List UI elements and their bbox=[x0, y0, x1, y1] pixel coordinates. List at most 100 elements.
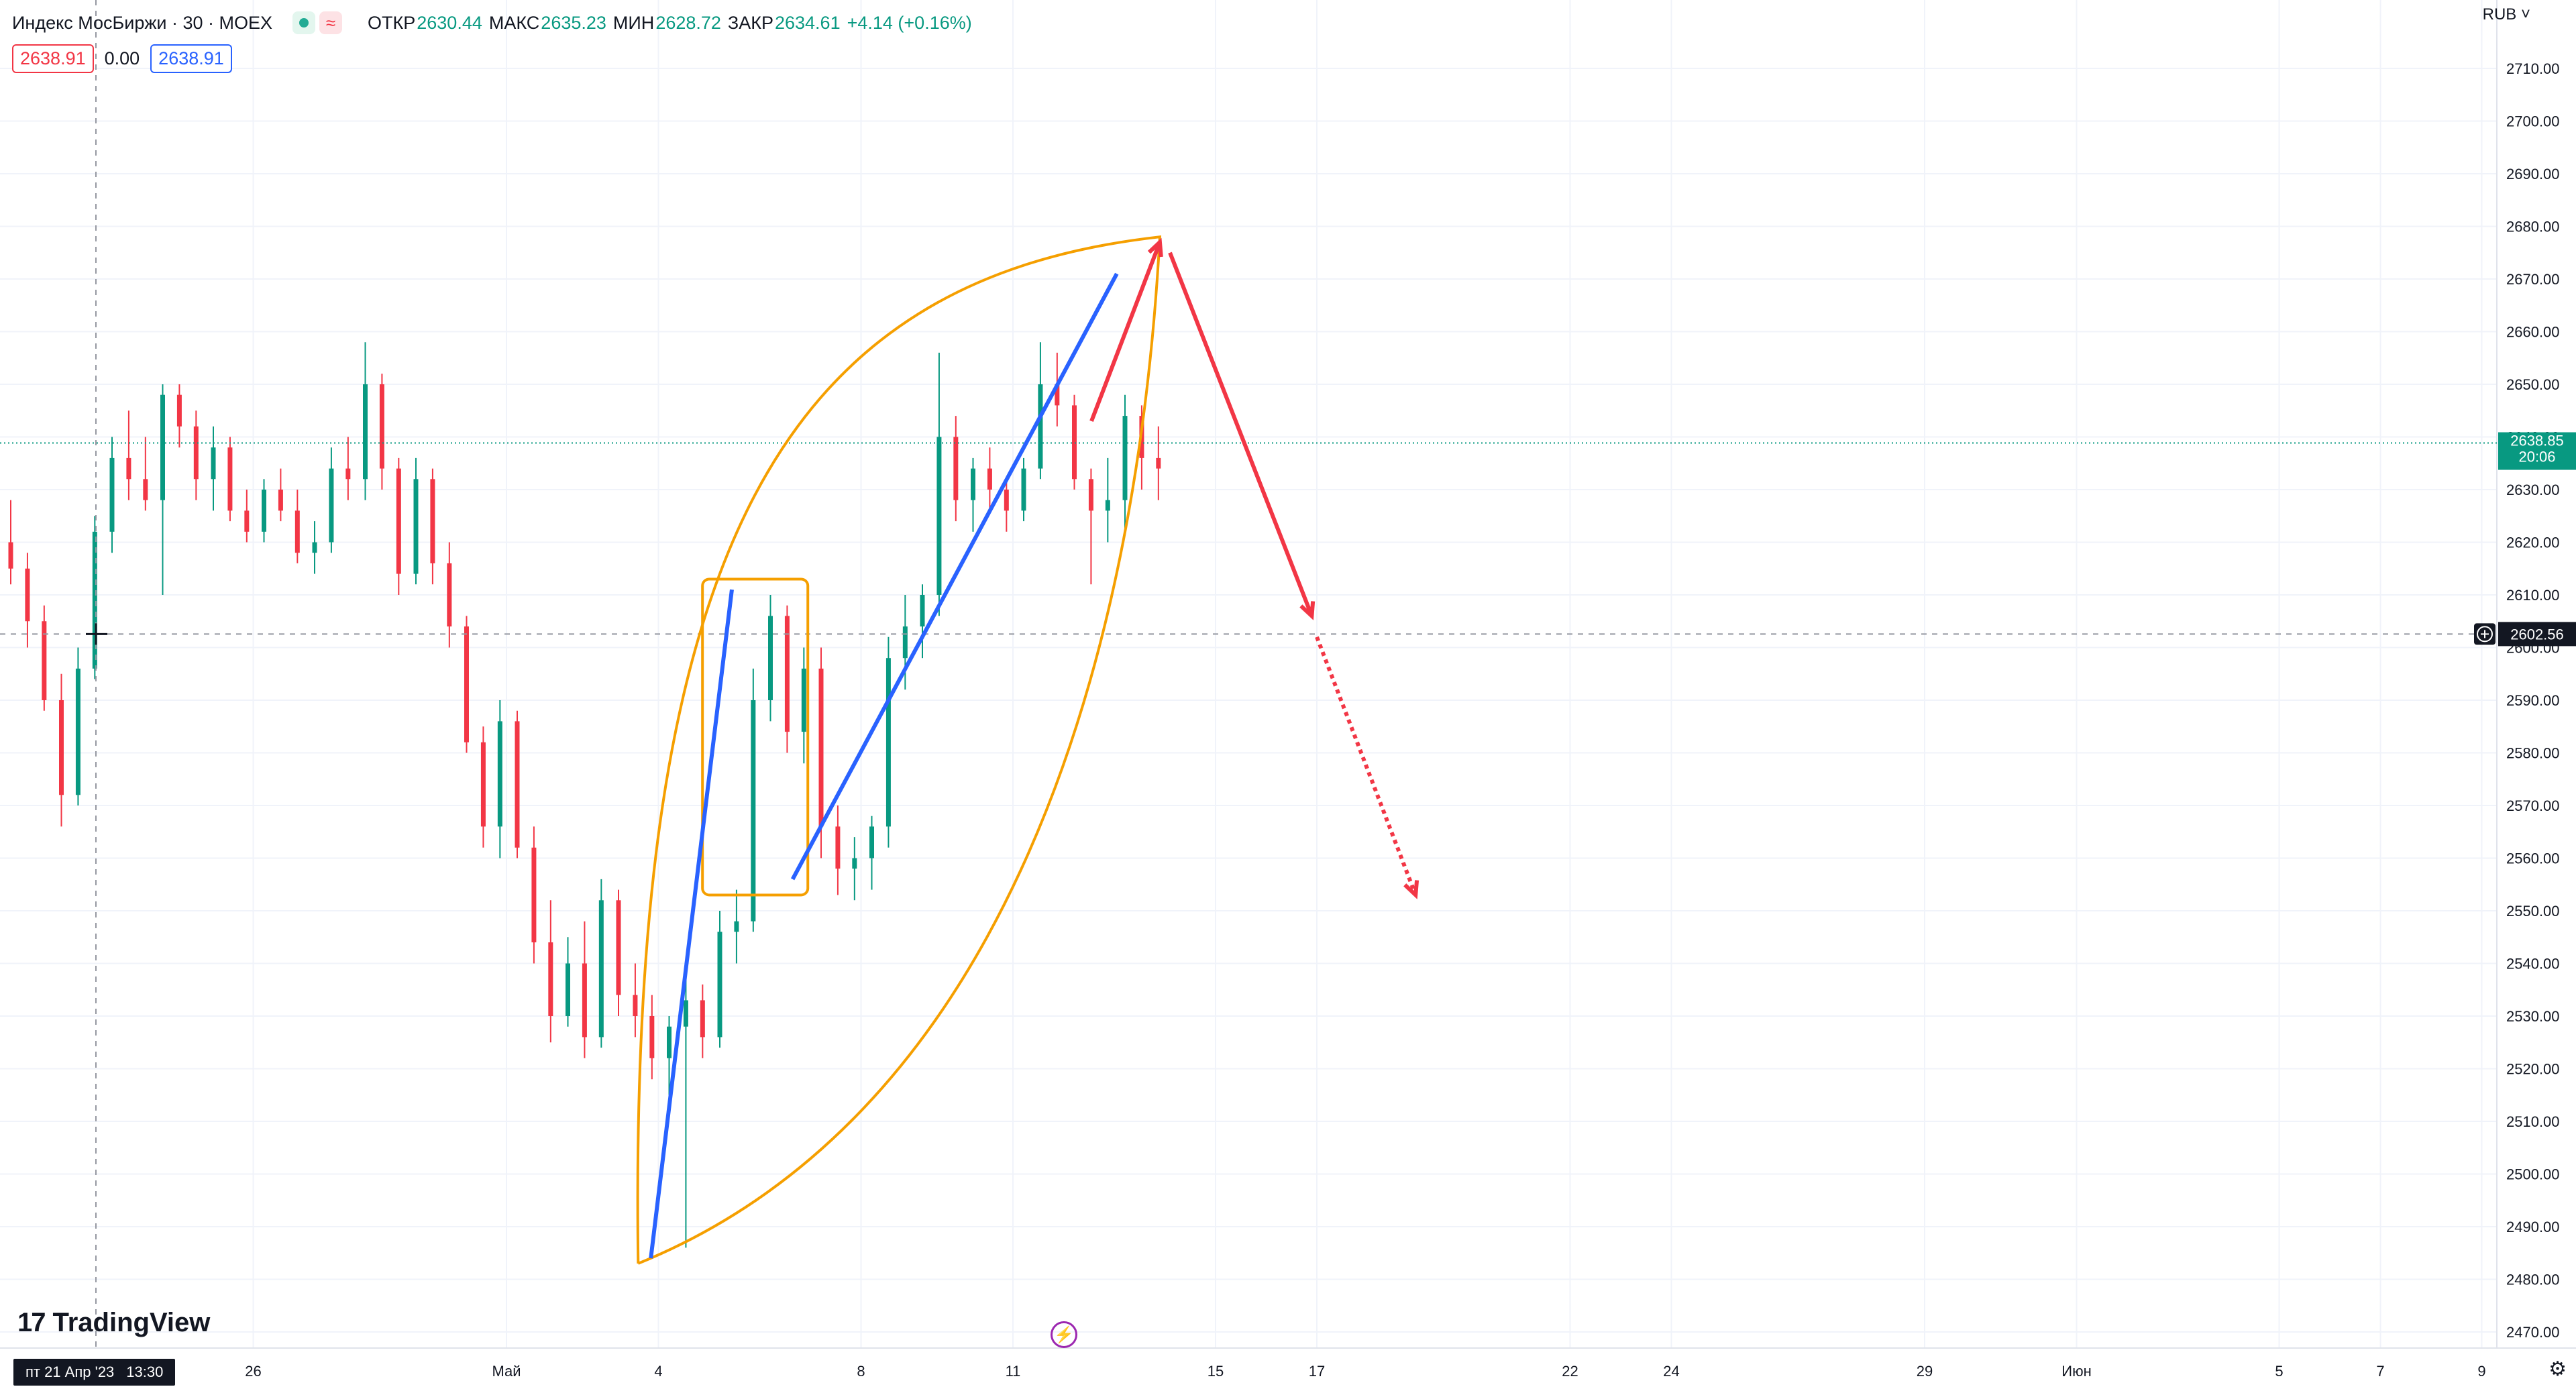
candle-body bbox=[143, 479, 148, 500]
candle-body bbox=[8, 542, 13, 569]
candle-body bbox=[312, 542, 317, 553]
red-arrow-down bbox=[1168, 252, 1314, 617]
price-tick-label: 2560.00 bbox=[2506, 850, 2560, 867]
price-tick-label: 2490.00 bbox=[2506, 1219, 2560, 1235]
symbol-title[interactable]: Индекс МосБиржи · 30 · MOEX bbox=[12, 12, 273, 33]
current-price-tag: 2638.85 20:06 bbox=[2498, 432, 2576, 470]
lightning-icon[interactable]: ⚡ bbox=[1051, 1321, 1077, 1348]
red-arrow-up bbox=[1089, 241, 1162, 423]
candle-body bbox=[211, 447, 216, 480]
open-value: 2630.44 bbox=[417, 12, 482, 33]
candle-body bbox=[818, 668, 824, 827]
candle-body bbox=[633, 995, 638, 1016]
wave-icon[interactable]: ≈ bbox=[319, 11, 343, 34]
candle-body bbox=[717, 932, 722, 1038]
time-tick-label: 17 bbox=[1309, 1363, 1325, 1380]
sell-price-button[interactable]: 2638.91 bbox=[12, 44, 94, 73]
candle-body bbox=[667, 1026, 672, 1058]
candle-body bbox=[262, 490, 266, 532]
time-tick-label: 26 bbox=[245, 1363, 261, 1380]
time-tick-label: 7 bbox=[2376, 1363, 2384, 1380]
price-tick-label: 2630.00 bbox=[2506, 482, 2560, 498]
time-tick-label: 24 bbox=[1663, 1363, 1679, 1380]
tradingview-logo-icon: 17 bbox=[17, 1308, 46, 1337]
time-tick-label: 9 bbox=[2477, 1363, 2485, 1380]
candle-body bbox=[1156, 457, 1161, 469]
close-label: ЗАКР bbox=[727, 12, 773, 33]
candle-body bbox=[616, 900, 621, 995]
currency-selector[interactable]: RUB ˅ bbox=[2482, 5, 2530, 23]
candle-body bbox=[902, 626, 908, 659]
tradingview-logo-text: TradingView bbox=[52, 1308, 211, 1337]
time-tick-label: 29 bbox=[1917, 1363, 1933, 1380]
red-arrow-dashed-head bbox=[1403, 880, 1419, 899]
market-status-icon[interactable] bbox=[292, 11, 316, 34]
spread-value: 0.00 bbox=[104, 48, 140, 68]
candle-body bbox=[1004, 490, 1009, 511]
crosshair-date: пт 21 Апр '23 bbox=[25, 1363, 115, 1380]
price-tick-label: 2650.00 bbox=[2506, 376, 2560, 393]
candle-body bbox=[464, 626, 469, 742]
candle-body bbox=[109, 457, 115, 532]
candle-body bbox=[294, 510, 300, 553]
drawings[interactable] bbox=[636, 235, 1419, 1265]
price-axis[interactable]: 2470.00 2480.00 2490.00 2500.00 2510.00 2520.… bbox=[2506, 60, 2560, 1341]
orange-rectangle bbox=[701, 577, 810, 897]
high-value: 2635.23 bbox=[541, 12, 606, 33]
candle-body bbox=[363, 384, 368, 480]
candle-body bbox=[42, 621, 47, 700]
red-arrow-up-head bbox=[1147, 237, 1163, 258]
gear-icon[interactable]: ⚙ bbox=[2548, 1358, 2567, 1380]
countdown-value: 20:06 bbox=[2518, 449, 2555, 465]
candles bbox=[8, 342, 1161, 1248]
price-tick-label: 2480.00 bbox=[2506, 1272, 2560, 1288]
time-tick-label: 8 bbox=[857, 1363, 865, 1380]
open-label: ОТКР bbox=[368, 12, 416, 33]
candle-body bbox=[683, 1000, 688, 1027]
candle-body bbox=[1122, 416, 1128, 500]
price-tick-label: 2610.00 bbox=[2506, 587, 2560, 604]
candle-body bbox=[885, 658, 891, 827]
candle-body bbox=[869, 826, 874, 858]
time-tick-label: 11 bbox=[1006, 1363, 1021, 1380]
candle-body bbox=[852, 858, 857, 869]
candle-body bbox=[566, 963, 570, 1016]
candle-body bbox=[649, 1016, 655, 1058]
candle-body bbox=[531, 847, 537, 943]
candle-body bbox=[1088, 479, 1093, 511]
crosshair-price-tag[interactable]: 2602.56 bbox=[2474, 622, 2576, 647]
crosshair-date-label: пт 21 Апр '23 13:30 bbox=[13, 1359, 176, 1386]
candle-body bbox=[447, 563, 452, 627]
price-tick-label: 2540.00 bbox=[2506, 956, 2560, 972]
candle-body bbox=[1038, 384, 1043, 469]
candle-body bbox=[379, 384, 384, 469]
grid bbox=[0, 0, 2497, 1348]
time-tick-label: 22 bbox=[1562, 1363, 1578, 1380]
candle-body bbox=[515, 721, 520, 848]
tradingview-logo[interactable]: 17 TradingView bbox=[17, 1308, 210, 1338]
candle-body bbox=[497, 721, 502, 827]
candle-body bbox=[329, 468, 334, 543]
candle-body bbox=[987, 468, 992, 490]
candle-body bbox=[126, 457, 131, 480]
red-arrow-down-head bbox=[1299, 601, 1316, 620]
candle-body bbox=[413, 479, 419, 574]
candle-body bbox=[835, 826, 841, 869]
candle-body bbox=[345, 468, 351, 480]
candle-body bbox=[1072, 405, 1077, 480]
close-value: 2634.61 bbox=[774, 12, 841, 33]
high-label: МАКС bbox=[488, 12, 540, 33]
candle-body bbox=[25, 568, 30, 622]
price-tick-label: 2710.00 bbox=[2506, 60, 2560, 77]
buy-price-button[interactable]: 2638.91 bbox=[150, 44, 232, 73]
time-axis[interactable]: 26Май48111517222429Июн579141921262830 bbox=[245, 1363, 2576, 1380]
quote-row: 2638.91 0.00 2638.91 bbox=[12, 43, 232, 74]
price-tick-label: 2520.00 bbox=[2506, 1061, 2560, 1078]
candle-body bbox=[59, 700, 64, 795]
low-label: МИН bbox=[612, 12, 655, 33]
candle-body bbox=[480, 742, 486, 827]
time-tick-label: 15 bbox=[1208, 1363, 1224, 1380]
candle-body bbox=[75, 668, 80, 795]
